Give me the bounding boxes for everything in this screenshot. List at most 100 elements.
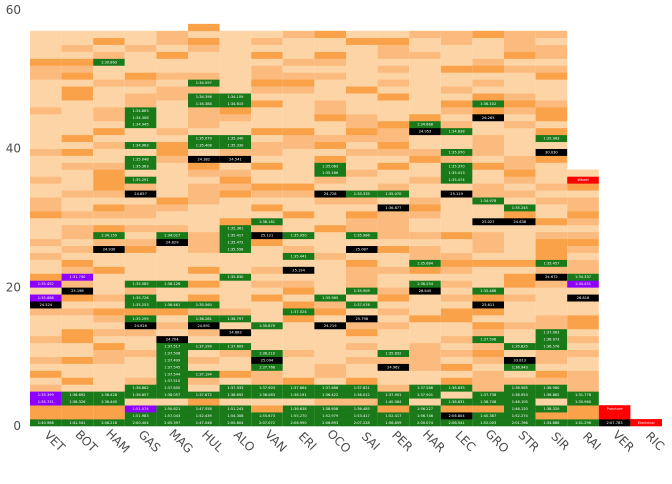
lap-label-gas-38: 1:35.363 — [133, 164, 149, 168]
lap-cell-per-3 — [377, 405, 410, 413]
lap-cell-vet-7 — [30, 377, 62, 385]
lap-cell-per-13 — [377, 335, 410, 344]
lap-cell-gas-4 — [124, 398, 157, 406]
lap-label-ham-28: 1:34.159 — [101, 234, 118, 238]
lap-label-str-9: 1:36.943 — [512, 365, 528, 369]
lap-cell-eri-45 — [282, 114, 315, 122]
lap-cell-per-50 — [377, 79, 410, 87]
lap-cell-mag-54 — [156, 51, 188, 59]
lap-cell-bot-20 — [61, 287, 94, 295]
lap-cell-bot-37 — [61, 169, 94, 177]
lap-cell-str-46 — [504, 107, 536, 115]
x-tick-mag: MAG — [166, 426, 195, 455]
lap-cell-str-33 — [504, 197, 536, 205]
lap-cell-eri-9 — [282, 363, 315, 371]
lap-cell-vet-26 — [30, 245, 62, 253]
lap-cell-vet-28 — [30, 231, 62, 240]
lap-cell-rai-31 — [567, 211, 599, 219]
lap-label-alo-5: 1:38.692 — [227, 393, 243, 397]
lap-label-ham-4: 1:36.445 — [101, 400, 117, 404]
lap-cell-oco-31 — [314, 211, 346, 219]
lap-cell-van-41 — [251, 141, 283, 149]
lap-cell-eri-41 — [282, 141, 315, 149]
lap-cell-gas-56 — [124, 37, 157, 45]
lap-cell-str-28 — [504, 231, 536, 240]
lap-label-ham-1: 1:46.218 — [101, 421, 118, 425]
lap-cell-gas-57 — [124, 30, 157, 39]
lap-cell-per-33 — [377, 197, 410, 205]
lap-cell-sai-53 — [346, 58, 378, 66]
lap-label-gro-20: 1:35.488 — [480, 289, 497, 293]
lap-cell-ham-51 — [93, 72, 125, 80]
lap-cell-gro-37 — [472, 169, 504, 177]
lap-cell-per-25 — [377, 252, 410, 260]
y-axis: 0 20 40 60 — [6, 3, 21, 433]
lap-cell-vet-46 — [30, 107, 62, 115]
lap-cell-sai-5 — [346, 391, 378, 399]
lap-cell-vet-42 — [30, 134, 62, 143]
lap-cell-oco-27 — [314, 238, 346, 247]
lap-cell-sai-12 — [346, 342, 378, 351]
lap-cell-gro-2 — [472, 412, 504, 420]
lap-cell-vet-41 — [30, 141, 62, 149]
lap-cell-ham-40 — [93, 148, 125, 156]
lap-cell-mag-11 — [156, 349, 188, 357]
lap-cell-van-26 — [251, 245, 283, 253]
x-tick-eri: ERI — [296, 429, 320, 453]
lap-cell-rai-11 — [567, 349, 599, 357]
lap-cell-oco-53 — [314, 58, 346, 66]
lap-cell-har-12 — [409, 342, 441, 351]
lap-cell-alo-1 — [219, 419, 252, 427]
x-tick-sai: SAI — [359, 429, 383, 453]
lap-cell-mag-52 — [156, 65, 188, 73]
lap-cell-oco-13 — [314, 335, 346, 344]
lap-cell-alo-8 — [219, 370, 252, 378]
lap-cell-eri-2 — [282, 412, 315, 420]
lap-cell-har-2 — [409, 412, 441, 420]
lap-label-str-1: 2:01.766 — [512, 421, 529, 425]
lap-cell-alo-28 — [219, 231, 252, 240]
lap-cell-eri-23 — [282, 266, 315, 274]
lap-cell-per-9 — [377, 363, 410, 371]
lap-cell-gas-10 — [124, 356, 157, 364]
lap-cell-gas-13 — [124, 335, 157, 344]
lap-cell-per-20 — [377, 287, 410, 295]
lap-cell-mag-57 — [156, 30, 188, 39]
lap-cell-van-55 — [251, 44, 283, 52]
lap-cell-lec-7 — [440, 377, 473, 385]
lap-cell-vet-45 — [30, 114, 62, 122]
lap-cell-ham-38 — [93, 162, 125, 170]
lap-cell-gro-27 — [472, 238, 504, 247]
lap-cell-alo-27 — [219, 238, 252, 247]
lap-cell-hul-33 — [188, 197, 220, 205]
heatmap-cell-labels: 1:40.986 1:35.731 1:35.399 24.524 1:35.886 1:… — [38, 60, 655, 425]
lap-cell-vet-15 — [30, 322, 62, 330]
lap-cell-har-40 — [409, 148, 441, 156]
lap-cell-sai-19 — [346, 294, 378, 302]
lap-label-oco-5: 1:36.422 — [322, 393, 338, 397]
lap-cell-van-46 — [251, 107, 283, 115]
lap-cell-mag-46 — [156, 107, 188, 115]
lap-cell-mag-27 — [156, 238, 188, 247]
lap-label-lec-4: 1:38.631 — [449, 400, 465, 404]
lap-cell-har-44 — [409, 120, 441, 129]
lap-cell-eri-53 — [282, 58, 315, 66]
lap-cell-van-51 — [251, 72, 283, 80]
lap-cell-sai-32 — [346, 204, 378, 212]
lap-cell-str-17 — [504, 308, 536, 316]
lap-cell-rai-22 — [567, 273, 599, 281]
lap-cell-alo-16 — [219, 315, 252, 323]
lap-cell-bot-31 — [61, 211, 94, 219]
lap-cell-oco-33 — [314, 197, 346, 205]
lap-cell-per-42 — [377, 134, 410, 143]
lap-cell-sir-43 — [535, 127, 568, 136]
lap-label-per-9: 24.962 — [387, 365, 400, 369]
lap-cell-hul-47 — [188, 100, 220, 108]
lap-cell-sai-10 — [346, 356, 378, 364]
lap-cell-har-21 — [409, 280, 441, 288]
lap-cell-har-48 — [409, 93, 441, 101]
lap-cell-gas-29 — [124, 224, 157, 233]
lap-cell-bot-52 — [61, 65, 94, 73]
lap-cell-per-55 — [377, 44, 410, 52]
lap-cell-sir-22 — [535, 273, 568, 281]
